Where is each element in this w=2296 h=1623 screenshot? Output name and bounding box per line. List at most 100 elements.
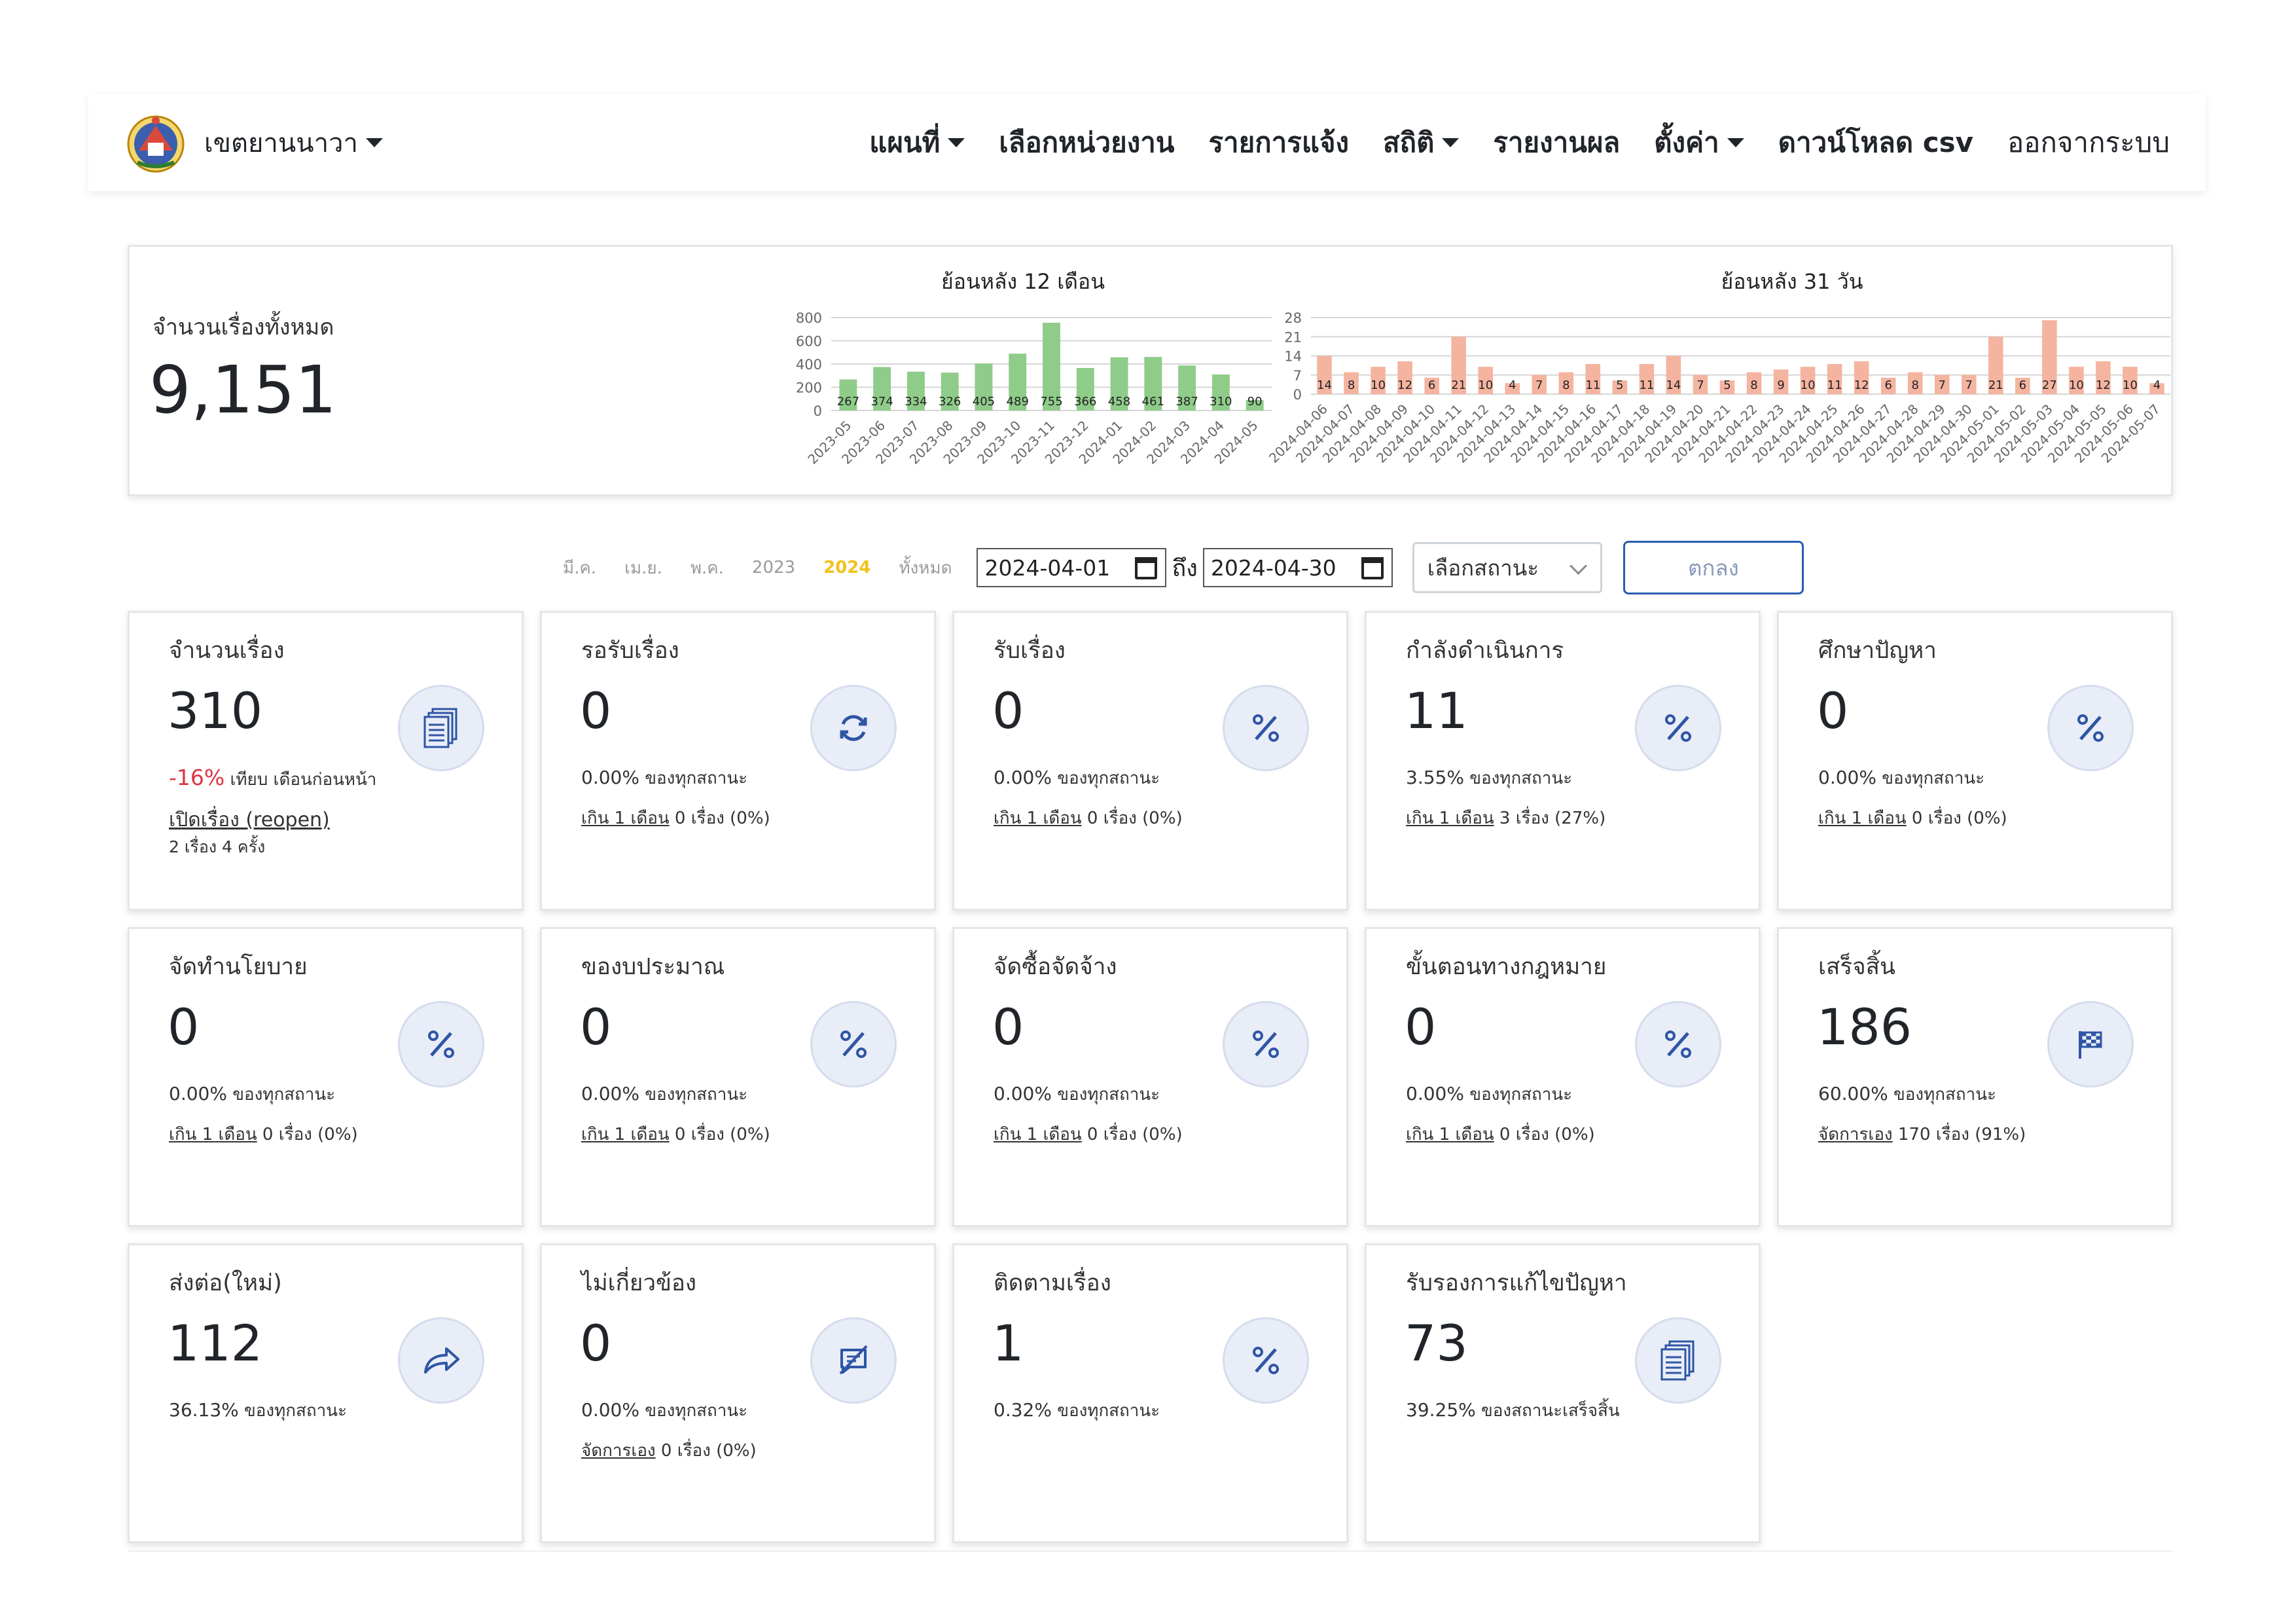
data-label: 7 xyxy=(1535,378,1543,392)
nav-statistics[interactable]: สถิติ xyxy=(1383,121,1460,164)
nav-download-csv[interactable]: ดาวน์โหลด csv xyxy=(1778,126,1974,158)
documents-icon xyxy=(398,685,484,771)
y-tick-label: 0 xyxy=(814,403,822,419)
bar xyxy=(2042,320,2057,394)
calendar-icon[interactable] xyxy=(1135,557,1158,579)
over-1-month-link[interactable]: เกิน 1 เดือน xyxy=(994,809,1082,828)
bar xyxy=(1934,374,1950,394)
card-completed: เสร็จสิ้น 186 60.00% ของทุกสถานะ จัดการเ… xyxy=(1777,927,2173,1227)
data-label: 10 xyxy=(2069,378,2084,392)
self-handled-link[interactable]: จัดการเอง xyxy=(581,1441,656,1461)
status-select[interactable]: เลือกสถานะ xyxy=(1412,542,1602,593)
percent-icon xyxy=(1635,1001,1721,1087)
card-irrelevant: ไม่เกี่ยวข้อง 0 0.00% ของทุกสถานะ จัดการ… xyxy=(540,1243,936,1543)
nav-settings[interactable]: ตั้งค่า xyxy=(1654,121,1744,164)
self-handled-link[interactable]: จัดการเอง xyxy=(1818,1125,1893,1144)
bar xyxy=(1424,377,1439,394)
nav-reports-list[interactable]: รายการแจ้ง xyxy=(1208,126,1350,158)
bar xyxy=(1110,357,1128,410)
logout-link[interactable]: ออกจากระบบ xyxy=(2007,126,2170,158)
chart-title: ย้อนหลัง 31 วัน xyxy=(1721,269,1863,294)
chart-title: ย้อนหลัง 12 เดือน xyxy=(941,269,1105,294)
over-1-month-link[interactable]: เกิน 1 เดือน xyxy=(581,1125,670,1144)
bar xyxy=(1246,400,1264,410)
over-1-month-link[interactable]: เกิน 1 เดือน xyxy=(1406,809,1494,828)
data-label: 6 xyxy=(2019,378,2026,392)
data-label: 6 xyxy=(1428,378,1435,392)
card-title: รอรับเรื่อง xyxy=(581,638,679,664)
bar xyxy=(906,371,925,410)
filter-apr[interactable]: เม.ย. xyxy=(624,558,662,578)
card-value: 0 xyxy=(580,998,612,1056)
bar xyxy=(1800,367,1816,394)
filter-mar[interactable]: มี.ค. xyxy=(563,558,597,578)
data-label: 310 xyxy=(1210,395,1232,409)
bar xyxy=(1178,365,1196,410)
data-label: 11 xyxy=(1585,378,1600,392)
district-dropdown[interactable]: เขตยานนาวา xyxy=(124,111,383,174)
data-label: 12 xyxy=(1397,378,1412,392)
data-label: 14 xyxy=(1317,378,1332,392)
data-label: 9 xyxy=(1777,378,1784,392)
over-1-month-link[interactable]: เกิน 1 เดือน xyxy=(994,1125,1082,1144)
filter-may[interactable]: พ.ค. xyxy=(690,558,724,578)
data-label: 12 xyxy=(2096,378,2111,392)
card-title: กำลังดำเนินการ xyxy=(1406,638,1564,664)
over-1-month-link[interactable]: เกิน 1 เดือน xyxy=(169,1125,257,1144)
nav-results-report[interactable]: รายงานผล xyxy=(1493,126,1621,158)
bar xyxy=(1585,364,1601,394)
bar xyxy=(1478,367,1493,394)
card-legal: ขั้นตอนทางกฎหมาย 0 0.00% ของทุกสถานะ เกิ… xyxy=(1365,927,1761,1227)
card-value: 0 xyxy=(992,682,1024,740)
data-label: 4 xyxy=(1509,378,1516,392)
submit-button[interactable]: ตกลง xyxy=(1623,541,1804,594)
card-title: จัดซื้อจัดจ้าง xyxy=(994,954,1117,980)
bar xyxy=(1009,354,1027,410)
over-1-month-link[interactable]: เกิน 1 เดือน xyxy=(581,809,670,828)
bar xyxy=(1211,374,1230,410)
card-title: รับรองการแก้ไขปัญหา xyxy=(1406,1270,1627,1296)
card-value: 0 xyxy=(1817,682,1849,740)
data-label: 334 xyxy=(905,395,927,409)
bar xyxy=(2096,361,2111,394)
reopen-link[interactable]: เปิดเรื่อง (reopen) xyxy=(169,809,330,831)
card-budget: ของบประมาณ 0 0.00% ของทุกสถานะ เกิน 1 เด… xyxy=(540,927,936,1227)
bar xyxy=(839,379,857,410)
bar xyxy=(1907,372,1923,394)
data-label: 326 xyxy=(939,395,961,409)
y-tick-label: 800 xyxy=(796,310,822,326)
y-tick-label: 7 xyxy=(1293,368,1302,384)
filter-2023[interactable]: 2023 xyxy=(751,558,796,577)
card-value: 0 xyxy=(580,682,612,740)
card-value: 112 xyxy=(168,1314,263,1372)
card-title: เสร็จสิ้น xyxy=(1818,954,1895,980)
bar xyxy=(1880,377,1896,394)
bar xyxy=(1773,369,1789,394)
data-label: 10 xyxy=(1371,378,1386,392)
date-to-input[interactable]: 2024-04-30 xyxy=(1202,548,1393,587)
over-1-month-link[interactable]: เกิน 1 เดือน xyxy=(1406,1125,1494,1144)
data-label: 10 xyxy=(2123,378,2138,392)
nav-select-agency[interactable]: เลือกหน่วยงาน xyxy=(999,126,1175,158)
y-tick-label: 0 xyxy=(1293,387,1302,403)
bar xyxy=(1612,380,1628,394)
card-value: 186 xyxy=(1817,998,1912,1056)
bar xyxy=(1961,374,1977,394)
card-title: ไม่เกี่ยวข้อง xyxy=(581,1270,697,1296)
nav-map[interactable]: แผนที่ xyxy=(869,121,965,164)
chevron-down-icon xyxy=(1569,557,1587,575)
date-from-input[interactable]: 2024-04-01 xyxy=(977,548,1167,587)
bar xyxy=(1451,337,1466,394)
filter-all[interactable]: ทั้งหมด xyxy=(899,558,952,578)
bar xyxy=(1043,322,1060,410)
calendar-icon[interactable] xyxy=(1361,557,1384,579)
data-label: 10 xyxy=(1478,378,1493,392)
data-label: 10 xyxy=(1801,378,1816,392)
bar xyxy=(873,367,891,410)
card-total: จำนวนเรื่อง 310 -16% เทียบ เดือนก่อนหน้า… xyxy=(128,611,524,911)
data-label: 4 xyxy=(2153,378,2161,392)
filter-2024[interactable]: 2024 xyxy=(823,558,871,577)
over-1-month-link[interactable]: เกิน 1 เดือน xyxy=(1818,809,1907,828)
y-tick-label: 28 xyxy=(1284,310,1302,326)
total-value: 9,151 xyxy=(149,352,337,428)
